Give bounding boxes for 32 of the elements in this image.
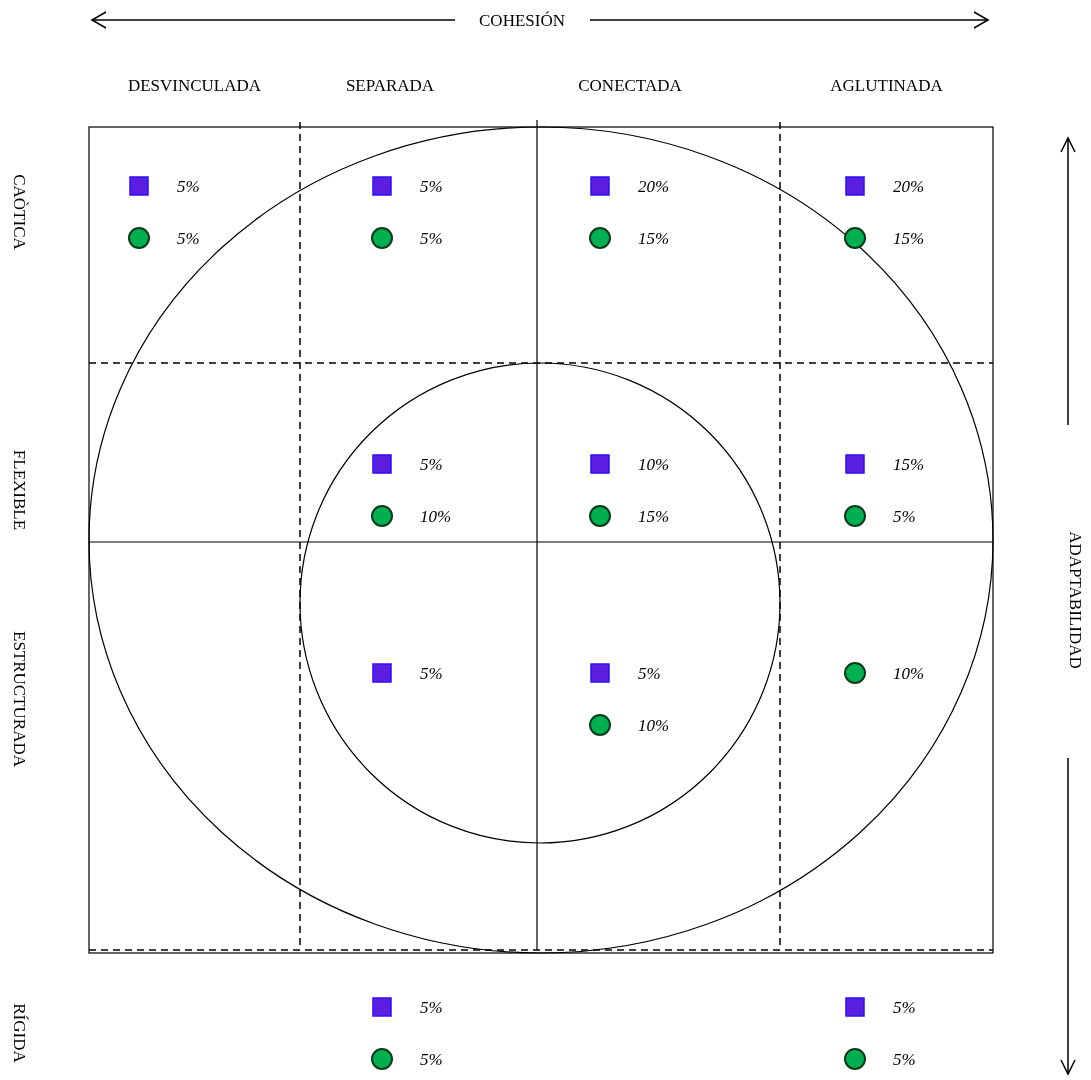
category-label: FLEXIBLE xyxy=(10,449,29,531)
data-label: 5% xyxy=(420,177,443,196)
data-label: 15% xyxy=(893,455,925,474)
data-label: 10% xyxy=(893,664,925,683)
data-label: 5% xyxy=(420,998,443,1017)
data-label: 5% xyxy=(638,664,661,683)
category-label: ESTRUCTURADA xyxy=(10,630,29,768)
data-label: 5% xyxy=(177,177,200,196)
data-label: 5% xyxy=(893,507,916,526)
text: COHESIÓN xyxy=(479,11,565,30)
category-label: CAÒTICA xyxy=(10,174,29,250)
data-label: 20% xyxy=(638,177,670,196)
text: ADAPTABILIDAD xyxy=(1066,531,1085,669)
data-label: 5% xyxy=(420,455,443,474)
data-label: 5% xyxy=(893,998,916,1017)
category-label: SEPARADA xyxy=(345,76,435,95)
data-label: 5% xyxy=(177,229,200,248)
data-label: 15% xyxy=(638,507,670,526)
category-label: DESVINCULADA xyxy=(127,76,262,95)
data-label: 15% xyxy=(893,229,925,248)
data-label: 15% xyxy=(638,229,670,248)
data-label: 10% xyxy=(638,455,670,474)
category-label: CONECTADA xyxy=(578,76,683,95)
category-label: AGLUTINADA xyxy=(830,76,944,95)
data-label: 5% xyxy=(420,1050,443,1069)
category-label: RÍGIDA xyxy=(10,1003,29,1063)
data-label: 5% xyxy=(893,1050,916,1069)
data-label: 10% xyxy=(420,507,452,526)
data-label: 5% xyxy=(420,229,443,248)
data-label: 20% xyxy=(893,177,925,196)
data-label: 10% xyxy=(638,716,670,735)
data-label: 5% xyxy=(420,664,443,683)
